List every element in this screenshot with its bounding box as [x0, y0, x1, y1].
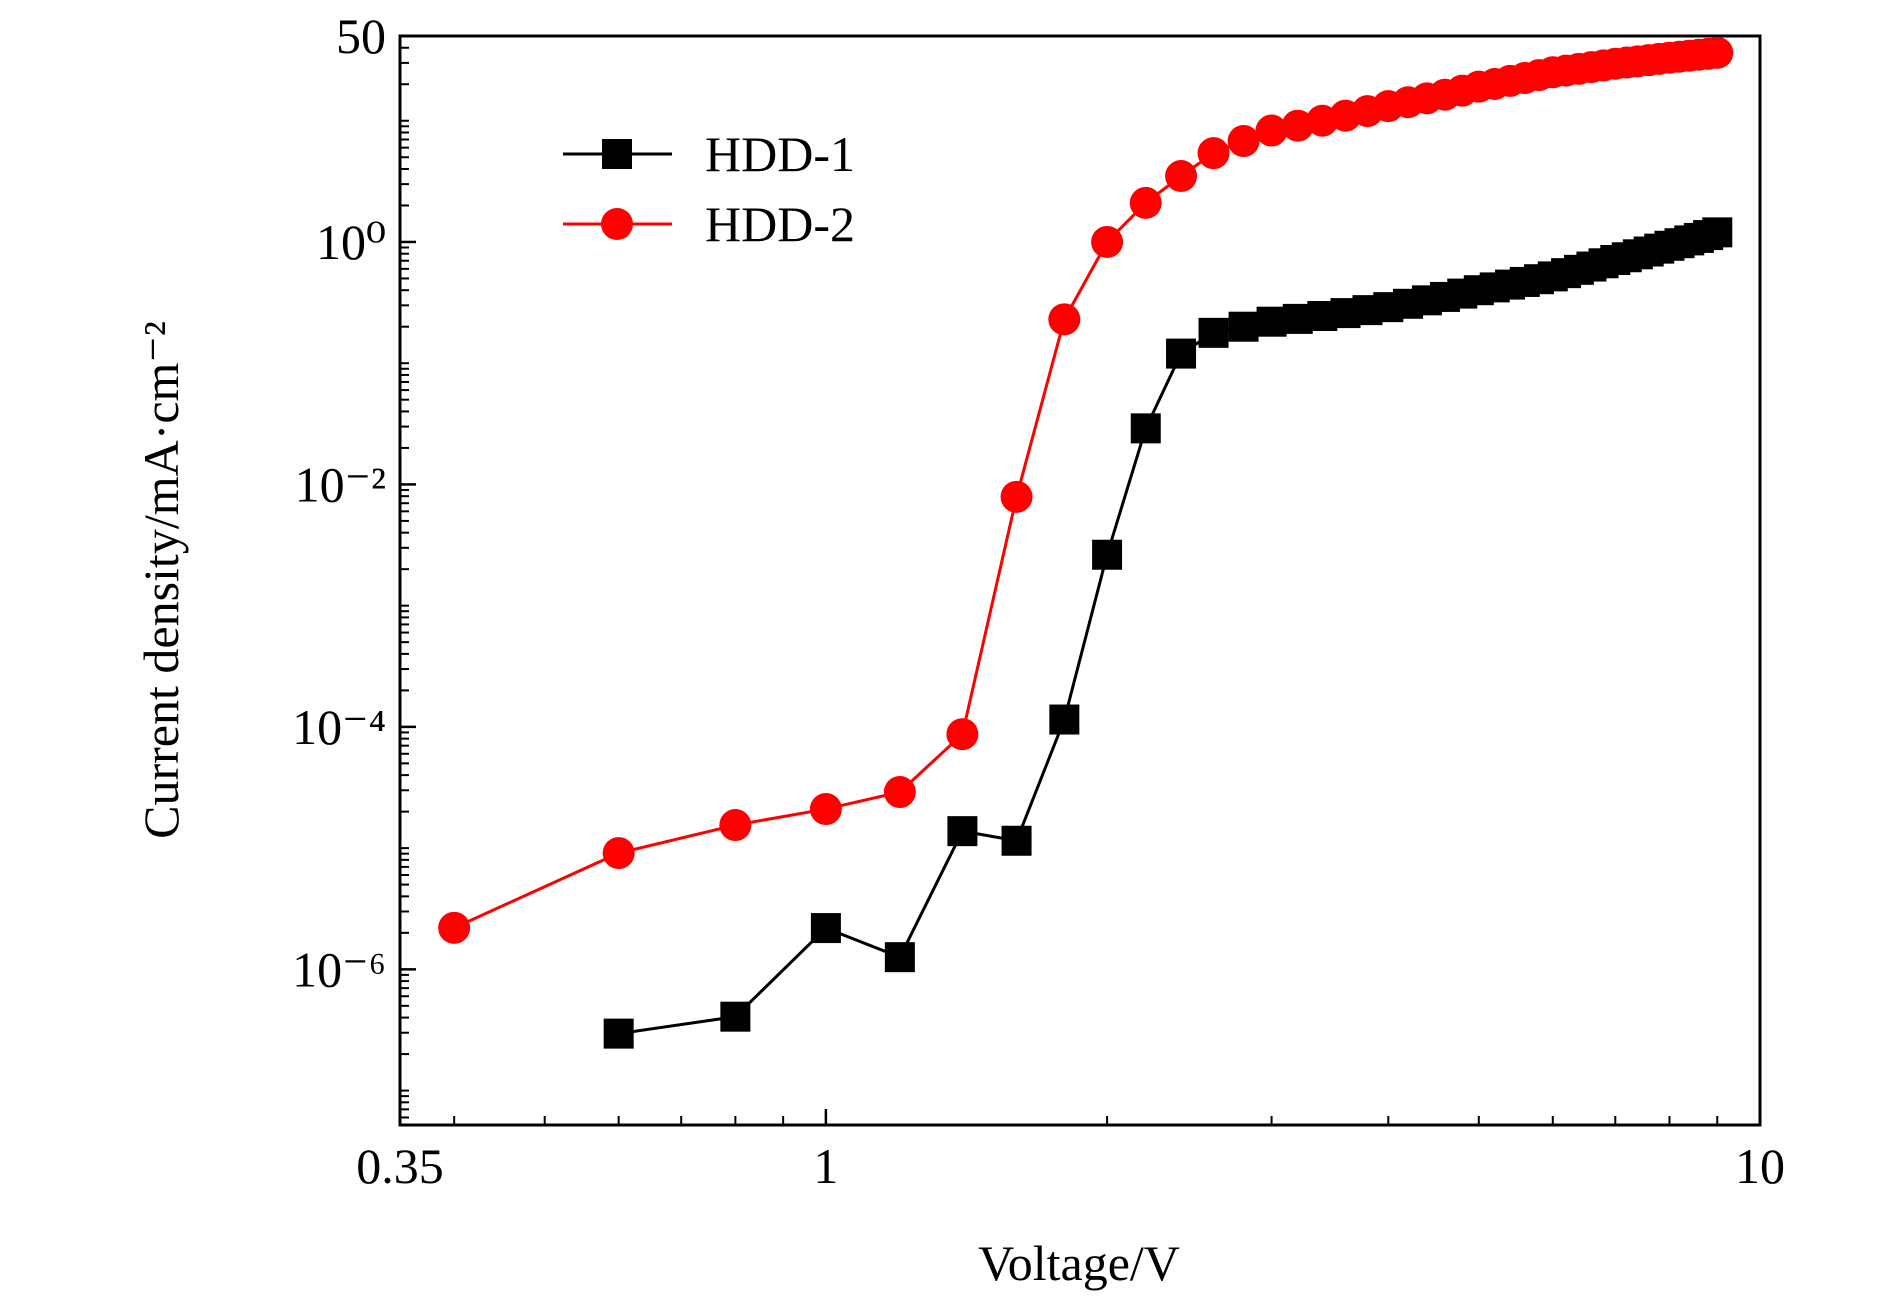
y-axis-label: Current density/mA·cm⁻²	[133, 321, 189, 839]
data-point	[438, 911, 471, 944]
data-point	[1227, 125, 1260, 158]
legend-label: HDD-2	[705, 196, 855, 252]
data-point	[946, 718, 979, 751]
y-tick-label: 10⁻⁴	[292, 699, 386, 755]
y-tick-label: 10⁻⁶	[292, 941, 386, 997]
data-point	[1049, 704, 1080, 735]
data-point	[884, 942, 915, 973]
x-axis-label: Voltage/V	[978, 1235, 1180, 1291]
x-tick-label: 10	[1735, 1138, 1785, 1194]
legend-label: HDD-1	[705, 126, 855, 182]
data-point	[1255, 114, 1288, 147]
data-point	[1048, 303, 1081, 336]
data-point	[1228, 311, 1259, 342]
legend-marker	[601, 208, 633, 240]
data-point	[883, 776, 916, 809]
data-point	[1001, 825, 1032, 856]
legend: HDD-1 HDD-2	[563, 126, 855, 252]
legend-marker	[602, 139, 632, 169]
data-point	[1129, 186, 1162, 219]
data-point	[810, 913, 841, 944]
data-point	[1166, 338, 1197, 369]
data-point	[719, 809, 752, 842]
y-tick-label: 10⁻²	[295, 456, 386, 512]
data-point	[1701, 36, 1734, 69]
x-tick-label: 0.35	[356, 1138, 444, 1194]
data-point	[1000, 480, 1033, 513]
y-tick-label: 50	[336, 8, 386, 64]
data-point	[1130, 413, 1161, 444]
y-tick-label: 10⁰	[316, 214, 386, 270]
data-point	[1702, 217, 1733, 248]
data-point	[1197, 137, 1230, 170]
data-point	[809, 793, 842, 826]
data-point	[1198, 317, 1229, 348]
data-point	[1091, 225, 1124, 258]
data-point	[1165, 160, 1198, 193]
x-tick-label: 1	[813, 1138, 838, 1194]
plot-frame	[398, 34, 1762, 1127]
data-point	[1092, 539, 1123, 570]
data-point	[1256, 306, 1287, 337]
data-point	[947, 816, 978, 847]
data-point	[1281, 109, 1314, 142]
data-point	[720, 1001, 751, 1032]
data-point	[603, 1018, 634, 1049]
data-point	[602, 837, 635, 870]
